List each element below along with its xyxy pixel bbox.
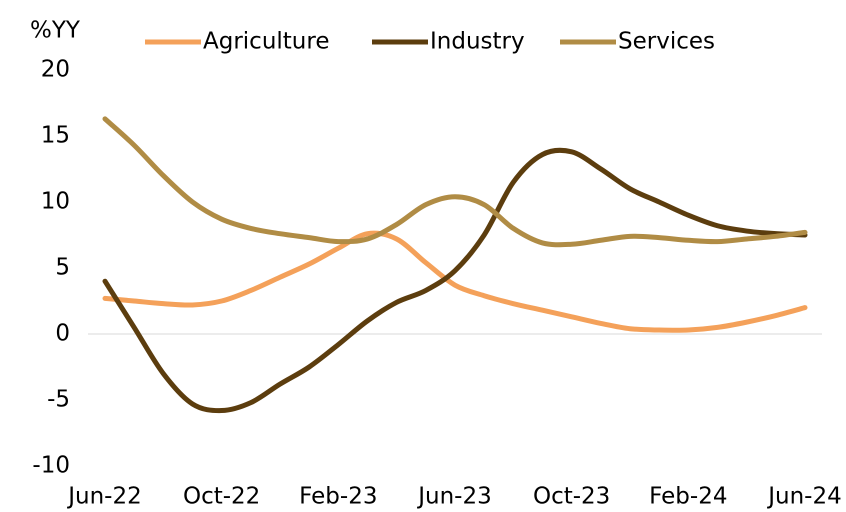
x-tick-label: Jun-23 bbox=[416, 484, 492, 510]
y-tick-label: 20 bbox=[41, 57, 70, 83]
x-tick-label: Feb-23 bbox=[299, 484, 377, 510]
legend-label: Agriculture bbox=[203, 29, 330, 55]
legend-label: Industry bbox=[430, 29, 525, 55]
x-tick-label: Oct-22 bbox=[183, 484, 260, 510]
y-tick-label: 15 bbox=[41, 123, 70, 149]
y-tick-label: 0 bbox=[55, 321, 70, 347]
x-tick-label: Oct-23 bbox=[533, 484, 610, 510]
y-tick-label: 5 bbox=[55, 255, 70, 281]
y-tick-label: -5 bbox=[47, 387, 70, 413]
y-tick-label: 10 bbox=[41, 189, 70, 215]
y-axis-label: %YY bbox=[30, 18, 81, 44]
x-tick-label: Jun-24 bbox=[766, 484, 842, 510]
x-tick-label: Jun-22 bbox=[66, 484, 142, 510]
series-line bbox=[102, 230, 808, 333]
legend-label: Services bbox=[618, 29, 715, 55]
series-line bbox=[102, 147, 808, 414]
series-line bbox=[102, 116, 808, 248]
x-tick-label: Feb-24 bbox=[649, 484, 727, 510]
y-tick-label: -10 bbox=[32, 453, 70, 479]
